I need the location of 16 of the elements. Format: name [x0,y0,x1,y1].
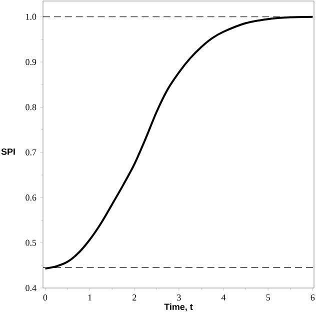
y-tick-label: 0.5 [26,240,36,246]
x-tick-label: 5 [266,294,270,300]
y-axis-title: SPI [1,148,15,155]
y-tick-label: 0.6 [26,194,36,201]
x-tick-label: 0 [43,294,48,301]
y-tick-label: 0.9 [26,58,36,66]
y-tick-label: 0.8 [26,104,36,110]
x-tick-label: 6 [310,294,315,301]
x-axis-title: Time, t [164,303,193,312]
x-tick-label: 2 [132,294,136,300]
x-tick-label: 3 [177,294,181,301]
y-tick-label: 0.4 [26,284,36,292]
y-tick-label: 0.7 [26,149,36,156]
x-tick-label: 1 [88,294,92,300]
y-tick-label: 1.0 [26,14,36,20]
x-tick-label: 4 [221,294,226,300]
